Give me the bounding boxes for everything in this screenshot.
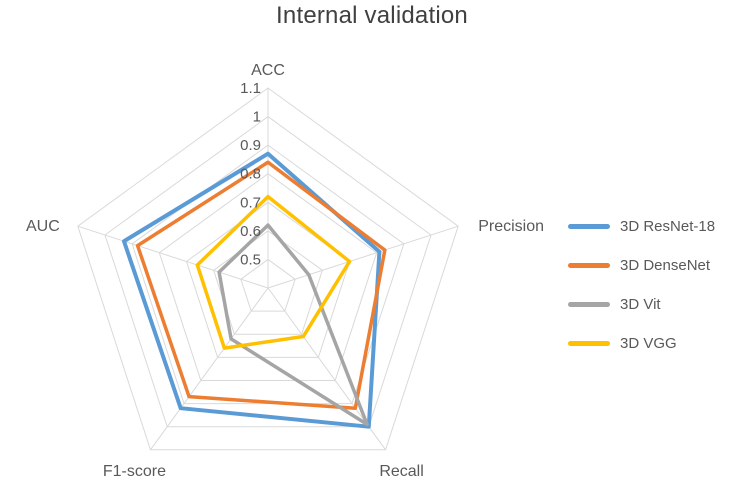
axis-label-precision: Precision	[478, 218, 544, 235]
legend-label: 3D VGG	[620, 334, 677, 352]
legend-label: 3D Vit	[620, 295, 661, 313]
legend-label: 3D ResNet-18	[620, 217, 716, 235]
grid-ring	[77, 87, 459, 451]
legend-item: 3D VGG	[568, 334, 715, 352]
legend-item: 3D ResNet-18	[568, 217, 715, 235]
grid-spoke	[267, 225, 459, 289]
tick-label: 1.1	[240, 80, 261, 97]
axis-label-auc: AUC	[26, 218, 60, 235]
legend-swatch	[568, 340, 610, 346]
grid-ring	[104, 115, 432, 428]
grid-spoke	[150, 287, 269, 451]
grid-ring	[213, 230, 323, 335]
series-3d-vgg	[195, 194, 352, 350]
legend-item: 3D Vit	[568, 295, 715, 313]
axis-label-recall: Recall	[379, 463, 423, 480]
grid-ring	[158, 173, 378, 381]
legend-label: 3D DenseNet	[620, 256, 711, 274]
legend-swatch	[568, 223, 610, 229]
tick-label: 1	[253, 109, 261, 126]
axis-label-acc: ACC	[251, 62, 285, 79]
tick-label: 0.8	[240, 166, 261, 183]
tick-label: 0.9	[240, 137, 261, 154]
legend-item: 3D DenseNet	[568, 256, 715, 274]
series-3d-densenet	[135, 160, 387, 410]
tick-label: 0.7	[240, 194, 261, 211]
legend: 3D ResNet-18 3D DenseNet 3D Vit 3D VGG	[568, 217, 715, 352]
series-3d-resnet-18	[121, 151, 382, 429]
chart-title: Internal validation	[276, 2, 468, 29]
legend-swatch	[568, 262, 610, 268]
tick-label: 0.6	[240, 223, 261, 240]
legend-swatch	[568, 301, 610, 307]
tick-label: 0.5	[240, 251, 261, 268]
grid-ring	[240, 258, 296, 312]
axis-label-f1-score: F1-score	[103, 463, 166, 480]
series-3d-vit	[217, 223, 369, 427]
grid-spoke	[77, 225, 269, 289]
